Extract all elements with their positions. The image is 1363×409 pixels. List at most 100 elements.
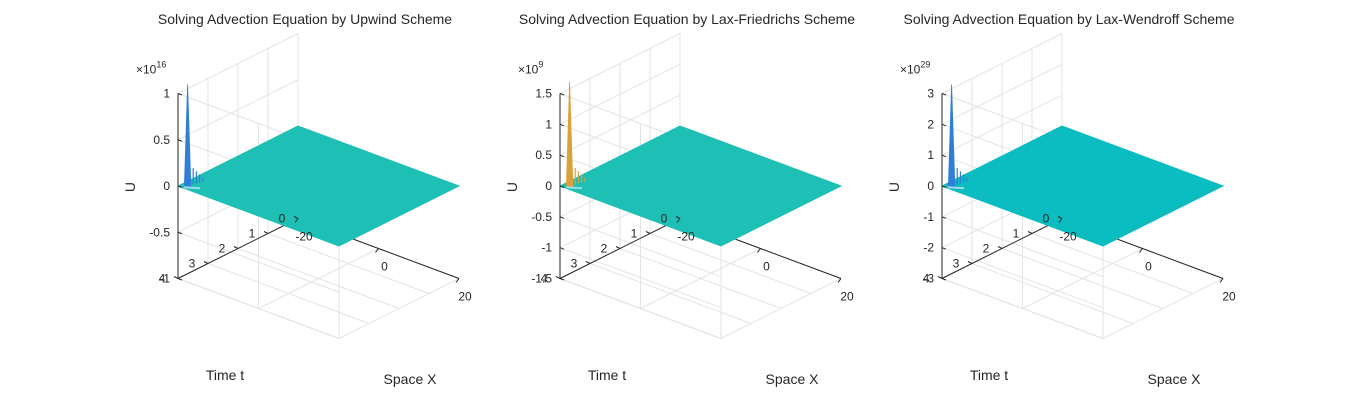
surface-plane bbox=[940, 125, 1225, 247]
x-tick bbox=[1058, 218, 1063, 223]
t-tick-label: 3 bbox=[571, 257, 578, 271]
t-tick-label: 4 bbox=[159, 272, 166, 286]
x-tick-label: 0 bbox=[763, 260, 770, 274]
z-tick-label: 1.5 bbox=[535, 87, 552, 101]
chart-title: Solving Advection Equation by Lax-Friedr… bbox=[519, 11, 855, 27]
t-tick bbox=[173, 276, 179, 279]
surface-ripple bbox=[183, 186, 201, 190]
z-tick bbox=[941, 93, 947, 96]
x-tick bbox=[1219, 278, 1224, 283]
t-tick-label: 2 bbox=[983, 242, 990, 256]
t-tick bbox=[937, 276, 943, 279]
surface-spike bbox=[565, 81, 574, 189]
z-tick-label: -1.5 bbox=[531, 272, 552, 286]
z-tick bbox=[559, 123, 565, 127]
t-tick-label: 2 bbox=[219, 242, 226, 256]
z-tick bbox=[177, 93, 183, 96]
z-tick-label: 0.5 bbox=[535, 148, 552, 162]
z-tick bbox=[177, 231, 183, 235]
t-tick bbox=[997, 246, 1003, 249]
x-tick bbox=[294, 218, 299, 223]
surface-ripple bbox=[947, 186, 965, 190]
z-tick-label: 1 bbox=[163, 87, 170, 101]
grid-line-t bbox=[1031, 233, 1194, 294]
t-axis-label: Time t bbox=[588, 367, 626, 383]
z-tick bbox=[177, 185, 183, 188]
z-tick bbox=[559, 154, 565, 158]
surface-spike bbox=[947, 84, 956, 189]
surface-plane bbox=[558, 125, 843, 247]
t-tick bbox=[1057, 216, 1063, 219]
x-tick bbox=[757, 248, 761, 253]
grid-line-t bbox=[177, 278, 340, 339]
grid-line-t bbox=[207, 263, 370, 324]
t-tick bbox=[585, 261, 591, 264]
z-tick bbox=[559, 185, 565, 188]
t-tick-label: 4 bbox=[923, 272, 930, 286]
x-tick bbox=[1139, 248, 1143, 253]
grid-line-t bbox=[559, 278, 722, 339]
z-multiplier-exponent: 29 bbox=[920, 60, 930, 70]
z-tick bbox=[559, 216, 565, 219]
z-tick-label: 0 bbox=[545, 179, 552, 193]
z-multiplier-exponent: 16 bbox=[156, 60, 166, 70]
grid-line-t bbox=[1001, 248, 1164, 309]
chart-title: Solving Advection Equation by Lax-Wendro… bbox=[903, 11, 1234, 27]
z-axis-label: U bbox=[886, 182, 902, 192]
x-tick-label: -20 bbox=[677, 230, 695, 244]
t-tick-label: 3 bbox=[189, 257, 196, 271]
z-multiplier-base: ×10 bbox=[518, 63, 539, 77]
z-tick-label: 3 bbox=[927, 87, 934, 101]
z-multiplier-base: ×10 bbox=[900, 63, 921, 77]
t-axis-label: Time t bbox=[206, 367, 244, 383]
x-tick-label: -20 bbox=[1059, 230, 1077, 244]
x-tick-label: 20 bbox=[458, 290, 472, 304]
z-tick-label: -3 bbox=[923, 272, 934, 286]
t-tick-label: 4 bbox=[541, 272, 548, 286]
subplot-3: -3 -2 -1 0 1 2 3 -20 0 20 0 1 2 3 4 ×1029 U Space X Time t… bbox=[886, 11, 1236, 387]
t-tick bbox=[615, 246, 621, 249]
grid-line-t bbox=[619, 248, 782, 309]
z-tick-label: 0 bbox=[163, 179, 170, 193]
z-tick-label: -0.5 bbox=[531, 210, 552, 224]
grid-line-t bbox=[971, 263, 1134, 324]
x-tick bbox=[676, 218, 681, 223]
z-tick-label: 1 bbox=[545, 117, 552, 131]
x-tick bbox=[837, 278, 842, 283]
t-tick-label: 0 bbox=[1043, 212, 1050, 226]
z-multiplier: ×109 bbox=[518, 60, 543, 77]
chart-title: Solving Advection Equation by Upwind Sch… bbox=[158, 11, 452, 27]
surface-spike bbox=[183, 84, 192, 189]
z-tick bbox=[941, 216, 947, 219]
t-tick bbox=[967, 261, 973, 264]
t-tick bbox=[233, 246, 239, 249]
x-tick-label: 0 bbox=[381, 260, 388, 274]
grid-line-t bbox=[649, 233, 812, 294]
z-tick-label: 0 bbox=[927, 179, 934, 193]
z-tick bbox=[559, 247, 565, 250]
grid-line-t bbox=[267, 233, 430, 294]
grid-line-t bbox=[237, 248, 400, 309]
subplot-1: -1 -0.5 0 0.5 1 -20 0 20 0 1 2 3 4 ×1016 U Space X Time … bbox=[122, 11, 472, 387]
t-tick-label: 1 bbox=[249, 227, 256, 241]
t-tick-label: 0 bbox=[279, 212, 286, 226]
surface-plane bbox=[176, 125, 461, 247]
grid-line-t bbox=[941, 278, 1104, 339]
z-axis-label: U bbox=[122, 182, 138, 192]
t-tick bbox=[1027, 231, 1033, 234]
surface-ripple bbox=[565, 186, 583, 190]
z-tick-label: 2 bbox=[927, 117, 934, 131]
z-tick bbox=[177, 139, 183, 142]
x-tick bbox=[455, 278, 460, 283]
x-axis-label: Space X bbox=[766, 371, 820, 387]
z-tick bbox=[177, 278, 183, 281]
z-tick-label: 0.5 bbox=[153, 133, 170, 147]
x-tick-label: -20 bbox=[295, 230, 313, 244]
t-tick bbox=[203, 261, 209, 264]
z-tick-label: -0.5 bbox=[149, 225, 170, 239]
z-tick-label: -1 bbox=[159, 272, 170, 286]
t-tick bbox=[263, 231, 269, 234]
t-tick-label: 3 bbox=[953, 257, 960, 271]
x-axis-label: Space X bbox=[1148, 371, 1202, 387]
